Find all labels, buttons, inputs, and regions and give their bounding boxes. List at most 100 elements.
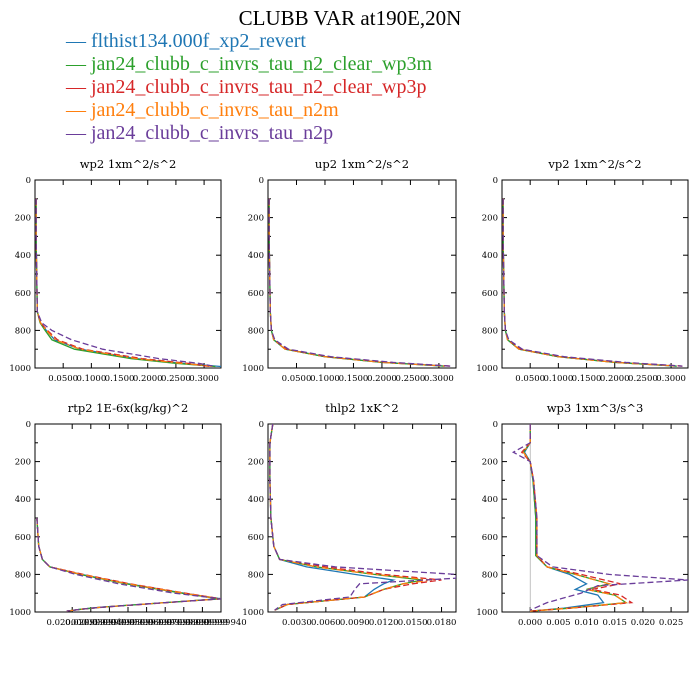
y-tick-label: 200 (15, 458, 31, 468)
series-line-4 (36, 517, 221, 612)
series-line-5 (511, 424, 688, 611)
legend-swatch: — (66, 76, 86, 98)
panel-1: wp2 1xm^2/s^2 0 200 400 600 800 1000 0.05000.10… (9, 157, 222, 384)
x-tick-label: 0.1500 (339, 374, 369, 384)
series-line-2 (36, 517, 220, 612)
y-tick-label: 600 (482, 289, 498, 299)
y-tick-label: 200 (482, 458, 498, 468)
series-line-3 (35, 198, 210, 368)
y-tick-label: 200 (248, 214, 264, 224)
series-line-3 (268, 198, 451, 367)
y-tick-label: 1000 (9, 364, 31, 374)
legend: — flthist134.000f_xp2_revert — jan24_clu… (66, 30, 432, 145)
x-tick-label: 0.3000 (656, 374, 686, 384)
x-tick-label: 0.09999940 (195, 618, 246, 628)
series-line-4 (522, 424, 628, 612)
x-tick-label: 0.04999999 (102, 618, 153, 628)
y-tick-label: 1000 (242, 364, 264, 374)
y-tick-label: 400 (15, 495, 31, 505)
x-tick-label: 0.0090 (340, 618, 370, 628)
x-tick-label: 0.0150 (398, 618, 428, 628)
series-line-1 (35, 198, 221, 368)
y-tick-label: 800 (15, 326, 31, 336)
x-tick-label: 0.0060 (311, 618, 341, 628)
series-line-1 (268, 198, 445, 367)
x-tick-label: 0.2000 (600, 374, 630, 384)
x-tick-label: 0.0500 (48, 374, 78, 384)
series-line-2 (269, 424, 423, 611)
x-tick-label: 0.02999999 (65, 618, 116, 628)
y-tick-label: 1000 (476, 364, 498, 374)
x-tick-label: 0.1000 (543, 374, 573, 384)
legend-label: jan24_clubb_c_invrs_tau_n2m (91, 99, 339, 121)
x-tick-label: 0.1000 (76, 374, 106, 384)
legend-label: jan24_clubb_c_invrs_tau_n2p (91, 122, 334, 144)
series-line-5 (36, 517, 221, 612)
series-line-4 (269, 424, 432, 611)
y-tick-label: 400 (248, 251, 264, 261)
legend-swatch: — (66, 122, 86, 144)
panel-title: rtp2 1E-6x(kg/kg)^2 (68, 401, 189, 415)
panel-title: vp2 1xm^2/s^2 (547, 157, 641, 171)
x-tick-label: 0.06999999 (140, 618, 191, 628)
x-tick-label: 0.0120 (369, 618, 399, 628)
y-tick-label: 800 (482, 326, 498, 336)
panel-title: wp2 1xm^2/s^2 (80, 157, 177, 171)
y-tick-label: 0 (26, 420, 31, 430)
series-line-3 (520, 424, 634, 612)
y-tick-label: 0 (259, 176, 264, 186)
x-tick-label: 0.05999999 (121, 618, 172, 628)
y-tick-label: 200 (15, 214, 31, 224)
y-tick-label: 800 (248, 326, 264, 336)
x-tick-label: 0.020 (631, 618, 655, 628)
x-tick-label: 0.1500 (105, 374, 135, 384)
y-tick-label: 600 (482, 533, 498, 543)
y-tick-label: 800 (248, 570, 264, 580)
x-tick-label: 0.2000 (367, 374, 397, 384)
y-tick-label: 200 (248, 458, 264, 468)
x-tick-label: 0.0500 (282, 374, 312, 384)
y-tick-label: 400 (15, 251, 31, 261)
x-tick-label: 0.1500 (572, 374, 602, 384)
legend-item-4: — jan24_clubb_c_invrs_tau_n2p (66, 122, 432, 145)
panel-title: thlp2 1xK^2 (325, 401, 398, 415)
x-tick-label: 0.3000 (189, 374, 219, 384)
y-tick-label: 800 (15, 570, 31, 580)
series-line-3 (502, 198, 683, 367)
series-line-4 (502, 198, 677, 367)
y-tick-label: 600 (248, 533, 264, 543)
legend-swatch: — (66, 30, 86, 52)
x-tick-label: 0.3000 (424, 374, 454, 384)
x-tick-label: 0.2000 (133, 374, 163, 384)
legend-item-2: — jan24_clubb_c_invrs_tau_n2_clear_wp3p (66, 76, 432, 99)
panel-5: thlp2 1xK^2 0 200 400 600 800 1000 0.0030 0.0060… (242, 401, 457, 628)
x-tick-label: 0.1000 (310, 374, 340, 384)
series-line-5 (268, 198, 451, 367)
series-line-4 (268, 198, 445, 367)
x-tick-label: 0.2500 (628, 374, 658, 384)
x-tick-label: 0.0180 (427, 618, 457, 628)
legend-swatch: — (66, 53, 86, 75)
y-tick-label: 200 (482, 214, 498, 224)
legend-item-0: — flthist134.000f_xp2_revert (66, 30, 432, 53)
legend-label: flthist134.000f_xp2_revert (91, 30, 306, 52)
x-tick-label: 0.005 (546, 618, 570, 628)
panel-2: up2 1xm^2/s^2 0 200 400 600 800 1000 0.05000.10… (242, 157, 457, 384)
x-tick-label: 0.0500 (515, 374, 545, 384)
x-tick-label: 0.0030 (282, 618, 312, 628)
plot-frame (501, 179, 689, 369)
y-tick-label: 1000 (242, 608, 264, 618)
y-tick-label: 0 (493, 420, 498, 430)
x-tick-label: 0.03999999 (84, 618, 135, 628)
panel-3: vp2 1xm^2/s^2 0 200 400 600 800 1000 0.05000.10… (476, 157, 689, 384)
y-tick-label: 400 (482, 495, 498, 505)
series-line-3 (36, 517, 221, 612)
legend-label: jan24_clubb_c_invrs_tau_n2_clear_wp3p (91, 76, 427, 98)
panel-title: wp3 1xm^3/s^3 (547, 401, 644, 415)
series-line-3 (269, 424, 442, 611)
x-tick-label: 0.07999999 (158, 618, 209, 628)
plot-frame (267, 179, 457, 369)
y-tick-label: 0 (493, 176, 498, 186)
legend-item-3: — jan24_clubb_c_invrs_tau_n2m (66, 99, 432, 122)
